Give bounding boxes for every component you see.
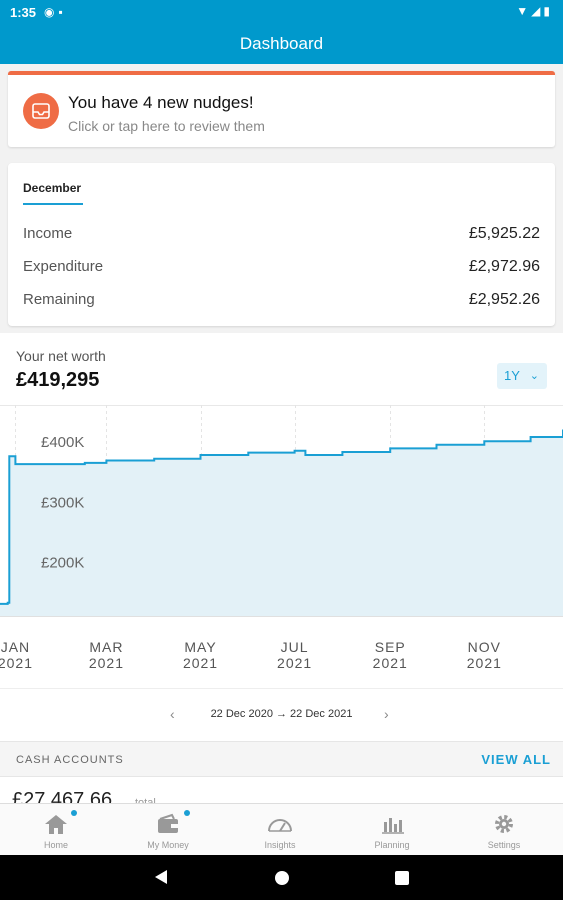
nav-home[interactable]: Home	[0, 804, 112, 856]
x-tick-year: 2021	[183, 655, 218, 671]
recent-apps-icon[interactable]	[395, 871, 409, 885]
wallet-icon	[158, 813, 178, 833]
net-worth-label: Your net worth	[16, 348, 106, 364]
month-summary-card: December Income £5,925.22 Expenditure £2…	[8, 163, 555, 326]
inbox-icon	[23, 93, 59, 129]
x-tick-month: SEP	[375, 639, 406, 655]
cash-accounts-preview[interactable]: £27,467.66 total	[0, 777, 563, 803]
net-worth-chart: £400K£300K£200KJAN2021MAR2021MAY2021JUL2…	[0, 405, 563, 671]
system-navigation-bar	[0, 855, 563, 900]
income-value: £5,925.22	[468, 225, 540, 242]
notification-icons: ◉▪	[44, 5, 67, 19]
nudge-title: You have 4 new nudges!	[68, 93, 254, 112]
nudge-card[interactable]: You have 4 new nudges! Click or tap here…	[8, 71, 555, 147]
next-range-button[interactable]: ›	[384, 706, 389, 722]
nav-planning-label: Planning	[374, 840, 410, 850]
bottom-navigation: Home My Money Insights Planning	[0, 803, 563, 855]
status-time: 1:35	[10, 5, 37, 20]
nav-insights[interactable]: Insights	[224, 804, 336, 856]
nudge-subtitle: Click or tap here to review them	[68, 118, 265, 134]
nav-planning[interactable]: Planning	[336, 804, 448, 856]
x-tick-month: MAR	[89, 639, 123, 655]
my-money-notification-dot	[184, 810, 190, 816]
date-range-nav: ‹ 22 Dec 2020 → 22 Dec 2021 ›	[0, 688, 563, 740]
expenditure-value: £2,972.96	[468, 258, 540, 275]
net-worth-line	[0, 429, 563, 605]
nav-insights-label: Insights	[264, 840, 296, 850]
view-all-button[interactable]: VIEW ALL	[481, 752, 551, 767]
net-worth-area	[0, 429, 563, 616]
gauge-icon	[268, 819, 292, 832]
nav-settings[interactable]: Settings	[448, 804, 560, 856]
x-tick-year: 2021	[467, 655, 502, 671]
nav-home-label: Home	[43, 840, 68, 850]
y-tick-label: £400K	[41, 434, 84, 451]
x-tick-year: 2021	[0, 655, 33, 671]
nav-my-money[interactable]: My Money	[112, 804, 224, 856]
date-range-text: 22 Dec 2020 → 22 Dec 2021	[210, 708, 353, 720]
month-tab-indicator	[23, 203, 83, 205]
chevron-down-icon: ⌄	[529, 370, 539, 382]
system-status-icons: ▼◢▮	[516, 4, 553, 18]
home-notification-dot	[71, 810, 77, 816]
x-tick-month: JUL	[281, 639, 309, 655]
nav-settings-label: Settings	[487, 840, 521, 850]
bar-chart-icon	[382, 818, 404, 834]
expenditure-label: Expenditure	[23, 258, 104, 275]
status-bar: 1:35 ◉▪ ▼◢▮	[0, 0, 563, 24]
page-title: Dashboard	[239, 34, 324, 53]
x-tick-month: JAN	[1, 639, 30, 655]
gear-icon	[495, 815, 513, 833]
net-worth-value: £419,295	[16, 369, 100, 391]
month-tab[interactable]: December	[23, 181, 82, 195]
app-bar: Dashboard	[0, 24, 563, 64]
x-tick-year: 2021	[277, 655, 312, 671]
net-worth-section: Your net worth £419,295 1Y ⌄ £400K £300K £…	[0, 333, 563, 741]
x-tick-year: 2021	[89, 655, 124, 671]
y-tick-label: £200K	[41, 555, 84, 572]
y-tick-label: £300K	[41, 494, 84, 511]
range-selector[interactable]: 1Y ⌄	[497, 363, 547, 389]
previous-range-button[interactable]: ‹	[170, 706, 175, 722]
remaining-label: Remaining	[23, 291, 95, 308]
home-button-icon[interactable]	[275, 871, 289, 885]
cash-total-amount: £27,467.66	[12, 789, 113, 803]
home-icon	[45, 815, 67, 834]
x-tick-year: 2021	[373, 655, 408, 671]
nav-my-money-label: My Money	[147, 840, 189, 850]
cash-accounts-title: CASH ACCOUNTS	[16, 754, 124, 766]
range-selector-label: 1Y	[504, 368, 520, 383]
income-label: Income	[23, 225, 73, 242]
back-icon[interactable]	[154, 869, 168, 885]
remaining-value: £2,952.26	[468, 291, 540, 308]
cash-accounts-header: CASH ACCOUNTS VIEW ALL	[0, 741, 563, 777]
cash-total-label: total	[135, 797, 156, 803]
x-tick-month: NOV	[468, 639, 501, 655]
x-tick-month: MAY	[184, 639, 216, 655]
